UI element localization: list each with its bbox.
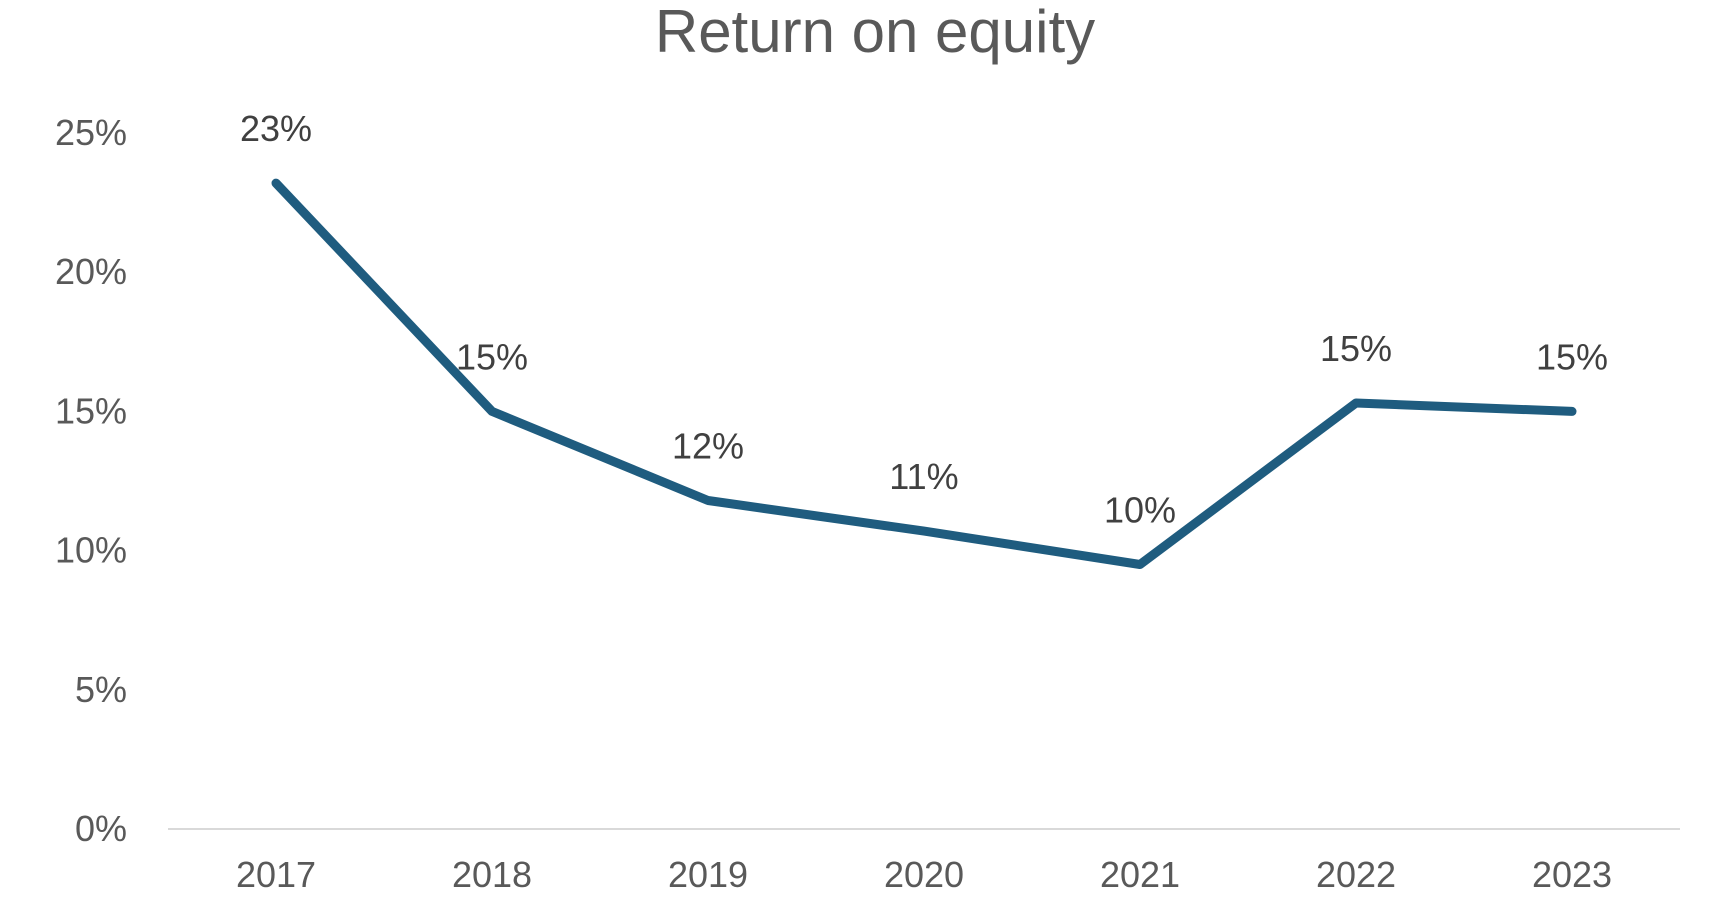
x-tick-label: 2018 (452, 854, 532, 895)
data-label: 12% (672, 425, 744, 466)
x-tick-label: 2023 (1532, 854, 1612, 895)
x-tick-label: 2021 (1100, 854, 1180, 895)
x-tick-label: 2022 (1316, 854, 1396, 895)
x-tick-label: 2017 (236, 854, 316, 895)
y-tick-label: 0% (75, 808, 127, 849)
y-axis: 0% 5% 10% 15% 20% 25% (55, 112, 127, 849)
y-tick-label: 5% (75, 669, 127, 710)
chart-title: Return on equity (655, 0, 1095, 65)
y-tick-label: 20% (55, 251, 127, 292)
y-tick-label: 25% (55, 112, 127, 153)
x-axis: 2017 2018 2019 2020 2021 2022 2023 (236, 854, 1612, 895)
data-label: 23% (240, 108, 312, 149)
data-label: 15% (456, 336, 528, 377)
data-label: 15% (1320, 328, 1392, 369)
series-line (271, 178, 1577, 569)
x-tick-label: 2020 (884, 854, 964, 895)
y-tick-label: 15% (55, 390, 127, 431)
data-labels: 23% 15% 12% 11% 10% 15% 15% (240, 108, 1608, 530)
x-tick-label: 2019 (668, 854, 748, 895)
data-label: 15% (1536, 336, 1608, 377)
data-label: 11% (889, 456, 958, 497)
data-label: 10% (1104, 490, 1176, 531)
y-tick-label: 10% (55, 530, 127, 571)
